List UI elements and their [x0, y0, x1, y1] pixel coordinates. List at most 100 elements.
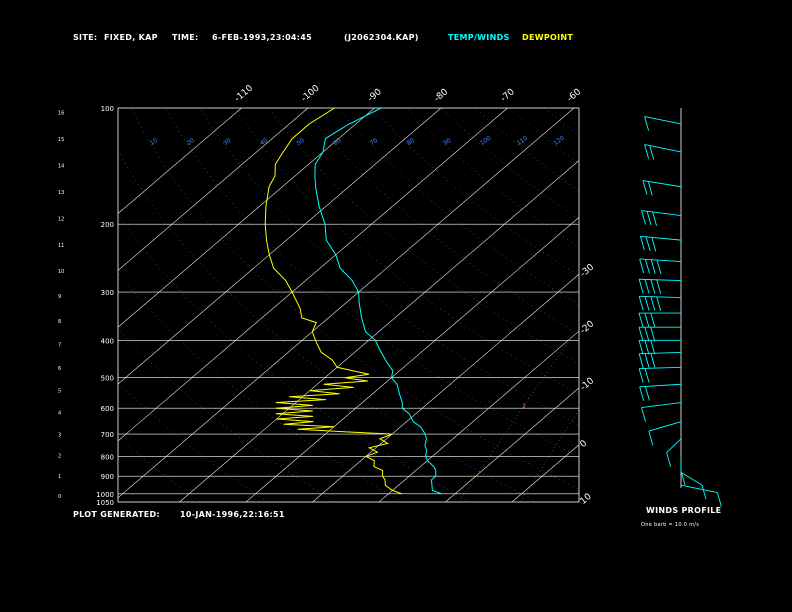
- dew-point-47: [268, 254, 270, 256]
- isotherm-lines: [118, 108, 792, 502]
- wind-barb-6-1: [644, 279, 650, 294]
- adiabat--40: [118, 382, 268, 502]
- wind-shaft-12: [639, 366, 682, 370]
- mixing-ratio-label-2: 2: [522, 403, 526, 410]
- wind-barb-1-0: [644, 144, 650, 159]
- wind-shaft-13: [639, 383, 682, 388]
- mixing-ratio-32: [734, 340, 792, 502]
- temp-point-32: [325, 239, 327, 241]
- wind-barb-6-0: [638, 279, 644, 294]
- temp-point-39: [325, 138, 326, 140]
- wind-barb-10-0: [638, 340, 644, 355]
- wind-shaft-19: [680, 484, 718, 494]
- isotherm--110: [118, 108, 242, 214]
- temp-top-tick--90: -90: [366, 87, 384, 104]
- dew-point-16: [333, 426, 335, 428]
- height-tick-15: 15: [58, 137, 64, 143]
- isotherm--10: [445, 387, 579, 502]
- height-tick-5: 5: [58, 389, 61, 395]
- dew-point-2: [384, 484, 386, 486]
- wind-barb-5-2: [650, 259, 656, 274]
- temp-point-23: [378, 348, 380, 349]
- mixing-ratio-4: [520, 409, 579, 502]
- dew-point-35: [336, 366, 338, 368]
- pressure-tick-700: 700: [101, 431, 114, 439]
- legend-dewpoint: DEWPOINT: [522, 33, 574, 42]
- height-tick-10: 10: [58, 269, 64, 275]
- temp-point-24: [375, 339, 376, 341]
- isotherm--80: [118, 108, 442, 385]
- dew-point-3: [384, 479, 386, 481]
- dew-point-48: [266, 239, 267, 241]
- isotherm--20: [378, 330, 579, 502]
- wind-barb-14-0: [641, 407, 646, 422]
- pressure-tick-400: 400: [101, 337, 114, 345]
- isobar-lines: [117, 107, 580, 503]
- temp-point-26: [361, 317, 362, 319]
- temp-point-19: [396, 383, 398, 385]
- wind-barb-13-1: [644, 386, 650, 401]
- height-tick-13: 13: [58, 190, 64, 196]
- adiabat-label-30: 30: [222, 137, 232, 147]
- dew-point-29: [309, 390, 311, 391]
- dew-point-46: [273, 267, 274, 269]
- pressure-tick-800: 800: [101, 453, 114, 461]
- mixing-ratio-24: [702, 340, 787, 502]
- height-tick-8: 8: [58, 319, 61, 325]
- dew-point-43: [299, 307, 301, 309]
- mixing-ratio-16: [658, 340, 748, 502]
- winds-profile: [638, 108, 722, 507]
- dew-point-53: [274, 164, 276, 165]
- wind-barb-15-0: [648, 430, 654, 446]
- dew-point-21: [275, 413, 277, 415]
- height-tick-3: 3: [58, 432, 61, 438]
- pressure-tick-200: 200: [101, 221, 114, 229]
- height-tick-9: 9: [58, 294, 61, 300]
- wind-barb-12-1: [644, 368, 650, 383]
- dew-point-40: [311, 331, 313, 333]
- winds-profile-title: WINDS PROFILE: [646, 506, 722, 515]
- adiabat-label-50: 50: [296, 137, 306, 147]
- dew-point-52: [274, 175, 276, 177]
- temp-point-4: [435, 475, 437, 477]
- wind-shaft-14: [641, 402, 682, 409]
- wind-shaft-3: [641, 210, 682, 216]
- dew-point-37: [320, 352, 322, 353]
- wind-shaft-5: [639, 258, 682, 262]
- adiabat-10: [130, 108, 579, 490]
- wind-barb-6-2: [650, 279, 656, 294]
- height-tick-4: 4: [58, 411, 61, 417]
- temp-point-34: [318, 206, 320, 207]
- isotherm-20: [645, 108, 792, 502]
- dew-point-50: [265, 206, 267, 207]
- isotherm--30: [312, 273, 579, 502]
- isotherm-10: [578, 501, 579, 502]
- wind-barb-5-1: [644, 259, 650, 274]
- pressure-tick-100: 100: [101, 105, 114, 113]
- wind-barb-11-0: [638, 353, 644, 368]
- wind-barb-4-2: [651, 237, 657, 252]
- wind-barb-9-2: [650, 327, 656, 342]
- wind-barb-3-1: [646, 211, 652, 226]
- wind-shaft-7: [639, 295, 682, 299]
- pressure-tick-900: 900: [101, 473, 114, 481]
- wind-barb-9-1: [644, 327, 650, 342]
- temp-point-37: [314, 164, 316, 165]
- dew-point-54: [282, 151, 284, 153]
- temp-point-40: [348, 123, 350, 125]
- plot-generated-label: PLOT GENERATED:: [73, 510, 160, 519]
- temp-point-1: [432, 490, 433, 491]
- wind-barb-10-2: [650, 340, 656, 355]
- dew-point-18: [313, 421, 314, 422]
- isotherm--100: [118, 108, 309, 271]
- isotherm--50: [179, 160, 579, 502]
- adiabat-label-100: 100: [479, 135, 493, 147]
- wind-barb-10-1: [644, 340, 650, 355]
- wind-shaft-6: [639, 278, 682, 281]
- wind-barb-5-3: [656, 259, 662, 275]
- dew-point-13: [391, 433, 393, 435]
- dew-point-19: [276, 418, 277, 420]
- wind-shaft-2: [642, 180, 682, 188]
- temp-point-16: [401, 407, 403, 409]
- temp-top-tick--80: -80: [432, 87, 450, 104]
